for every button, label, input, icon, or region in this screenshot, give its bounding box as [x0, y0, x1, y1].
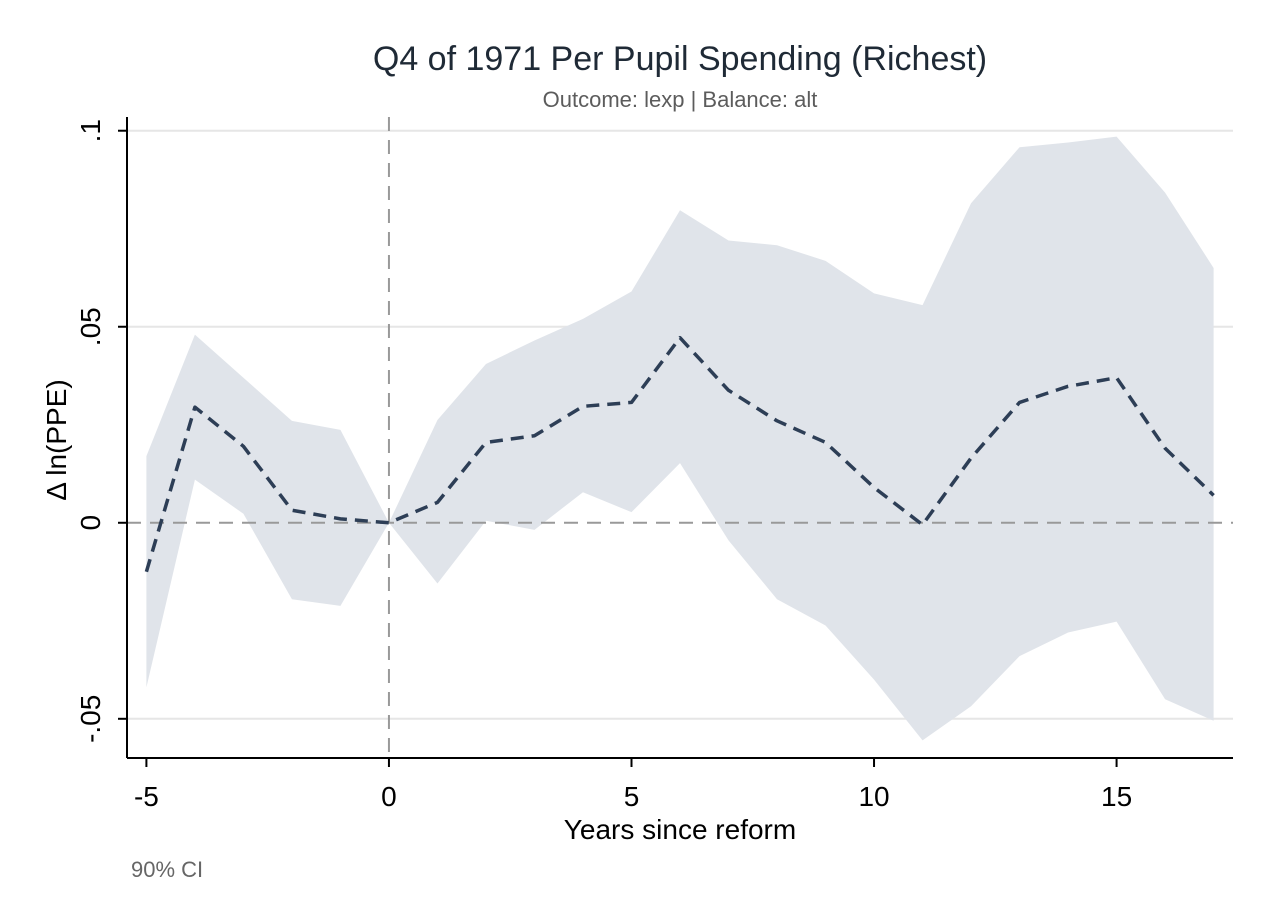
y-tick-label: -.05 — [75, 695, 106, 743]
chart-text: Q4 of 1971 Per Pupil Spending (Richest) … — [41, 40, 987, 882]
x-tick-label: -5 — [134, 781, 159, 812]
confidence-band-layer — [146, 136, 1214, 741]
estimate-line-layer — [144, 335, 1215, 573]
y-tick-label: .1 — [75, 119, 106, 142]
confidence-band — [146, 136, 1214, 741]
x-tick-label: 0 — [381, 781, 397, 812]
y-axis-label: Δ ln(PPE) — [41, 379, 72, 500]
ci-note: 90% CI — [131, 857, 203, 882]
x-axis-label: Years since reform — [564, 814, 796, 845]
y-tick-label: .05 — [75, 307, 106, 346]
chart-subtitle: Outcome: lexp | Balance: alt — [543, 87, 818, 112]
chart-title: Q4 of 1971 Per Pupil Spending (Richest) — [373, 40, 987, 78]
estimate-line — [144, 335, 1215, 573]
y-tick-label: 0 — [75, 515, 106, 531]
axes: -5 0 5 10 15 -.05 0 .05 .1 — [75, 117, 1233, 812]
x-tick-label: 10 — [858, 781, 889, 812]
x-tick-label: 15 — [1101, 781, 1132, 812]
x-tick-label: 5 — [624, 781, 640, 812]
reference-lines — [127, 117, 1233, 758]
